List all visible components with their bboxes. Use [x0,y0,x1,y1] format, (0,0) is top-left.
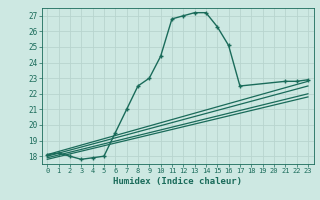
X-axis label: Humidex (Indice chaleur): Humidex (Indice chaleur) [113,177,242,186]
